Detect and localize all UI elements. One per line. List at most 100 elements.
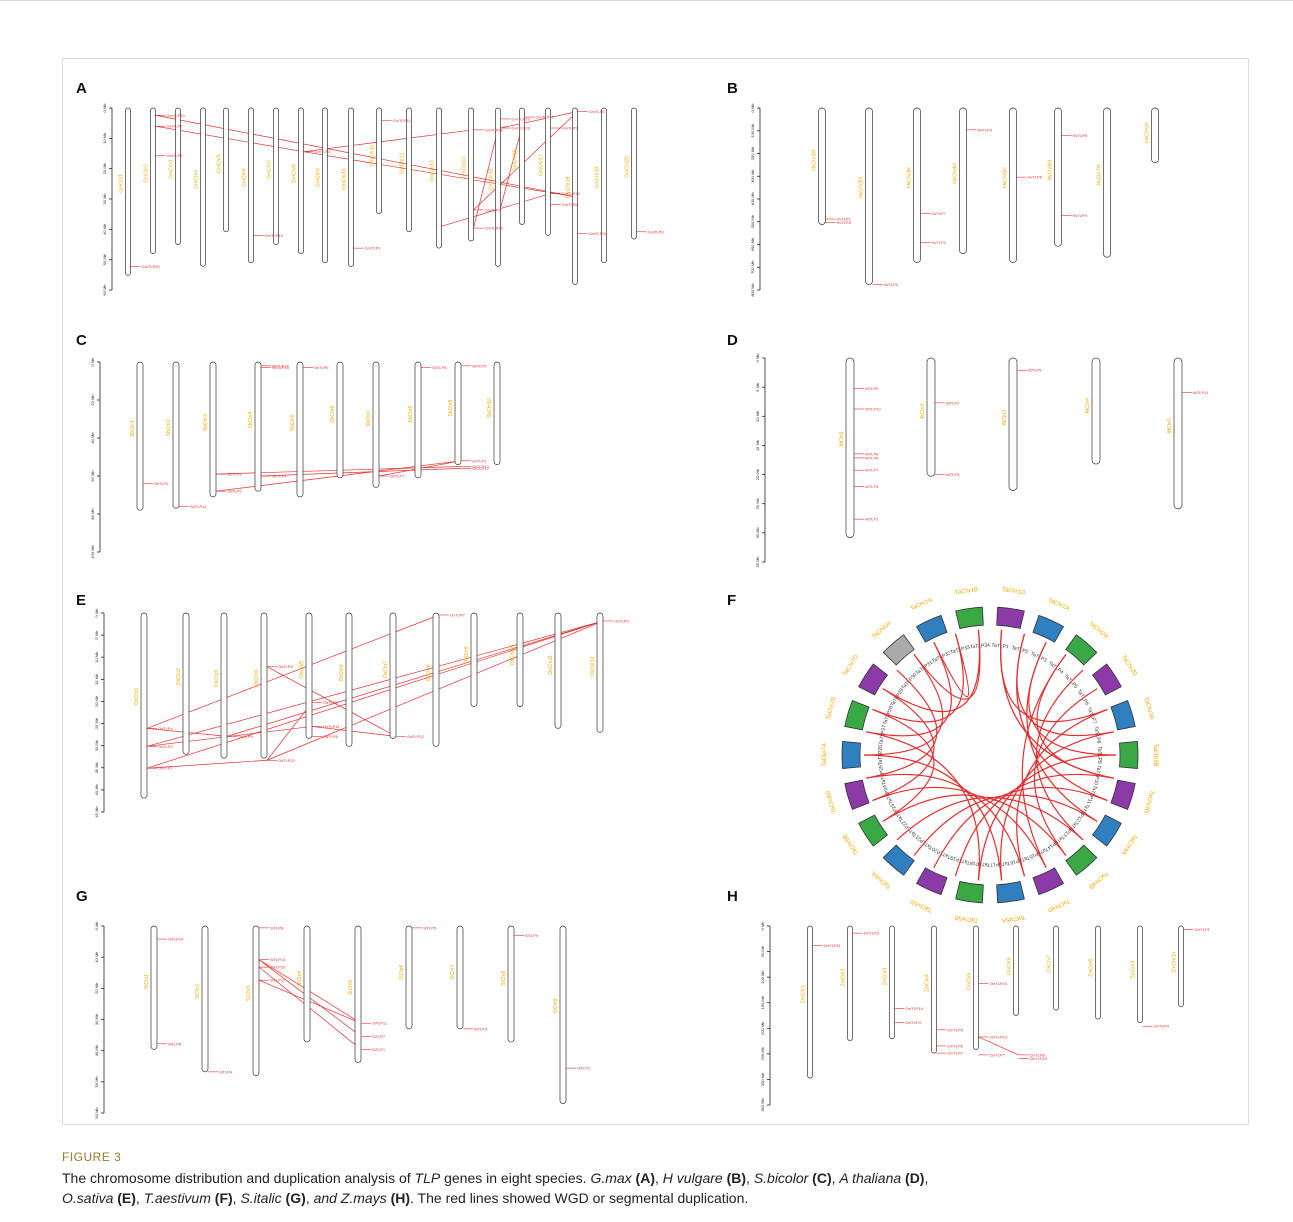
chromosome-label-e: OsChr1 — [134, 687, 140, 704]
chromosome-label-g: SiChr8 — [501, 970, 507, 986]
duplication-link-e — [146, 620, 604, 769]
chromosome-label-g: SiChr1 — [144, 974, 150, 990]
chromosome-label-a: GmChr3 — [169, 160, 175, 179]
circos-duplication-link — [896, 796, 1084, 841]
chromosome-label-h: ZmChr1 — [801, 985, 807, 1003]
chromosome-label-b: HvChrUn — [1145, 122, 1151, 143]
panel-label-f: F — [727, 592, 737, 609]
chromosome-label-a: GmChr18 — [566, 176, 572, 198]
chromosome-label-e: OsChr12 — [590, 657, 596, 677]
chromosome-c — [454, 361, 462, 465]
panel-label-d: D — [727, 332, 738, 349]
gene-label-a: GmTLP3 — [485, 207, 502, 212]
gene-label-h: ZmTLP14 — [906, 1006, 924, 1011]
gene-label-g: SiTLP6 — [168, 1041, 182, 1046]
chromosome-label-c: SbChr3 — [203, 414, 209, 431]
chromosome-a — [572, 107, 578, 285]
gene-label-a: GmTLP20 — [142, 264, 161, 269]
gene-label-h: ZmTLP8 — [1030, 1052, 1046, 1057]
gene-label-h: ZmTLP1 — [1195, 927, 1211, 932]
circos-duplication-link — [1016, 633, 1108, 802]
gene-label-c: SbTLP4 — [272, 474, 287, 479]
circos-segment — [1091, 814, 1122, 847]
chromosome-h — [1095, 925, 1101, 1020]
chromosome-label-a: GmChr14 — [462, 157, 468, 179]
axis-tick-label-d: 35 Mb — [755, 556, 760, 568]
chromosome-b — [913, 107, 921, 264]
chromosome-c — [296, 361, 304, 498]
axis-tick-label-b: 600 Mb — [750, 237, 755, 251]
axis-tick-label-c: 60 Mb — [90, 470, 95, 482]
axis-tick-label-c: 0 Mb — [90, 357, 95, 367]
chromosome-label-c: SbChr8 — [408, 405, 414, 422]
chromosome-g — [150, 925, 158, 1050]
gene-label-c: SbTLP13 — [272, 365, 289, 370]
circos-segment — [858, 814, 889, 847]
panel-label-g: G — [76, 888, 88, 905]
chromosome-label-g: SiChr4 — [297, 970, 303, 986]
chromosome-g — [252, 925, 260, 1076]
axis-tick-label-d: 5 Mb — [755, 382, 760, 392]
circos-duplication-link — [866, 669, 938, 779]
gene-label-d: AtTLP5 — [1028, 368, 1042, 373]
circos-duplication-link — [866, 641, 952, 737]
gene-label-h: ZmTLP12 — [1030, 1056, 1048, 1061]
chromosome-b — [1009, 107, 1017, 264]
circos-chromosome-label: TaChr2B — [1087, 620, 1109, 640]
axis-tick-label-a: 0 Mb — [102, 103, 107, 113]
chromosome-c — [372, 361, 380, 488]
gene-label-g: SiTLP3 — [474, 1026, 488, 1031]
circos-segment — [858, 663, 889, 696]
gene-label-h: ZmTLP7 — [990, 1052, 1006, 1057]
chromosome-g — [354, 925, 362, 1063]
chromosome-label-b: HvChr7H — [1097, 164, 1103, 185]
circos-chromosome-label: TaChrUn — [871, 620, 893, 640]
axis-tick-label-b: 200 Mb — [750, 146, 755, 160]
gene-label-e: OsTLP7 — [450, 612, 465, 617]
panel-label-a: A — [76, 80, 87, 97]
chromosome-e — [554, 612, 562, 729]
gene-label-a: GmTLP1 — [365, 246, 382, 251]
chromosome-label-e: OsChr3 — [214, 670, 220, 687]
axis-tick-label-b: 500 Mb — [750, 214, 755, 228]
gene-label-c: SbTLP8 — [432, 365, 447, 370]
chromosome-label-g: SiChr7 — [450, 964, 456, 980]
gene-label-h: ZmTLP5 — [948, 1027, 964, 1032]
circos-segment — [955, 606, 984, 630]
axis-tick-label-g: 60 Mb — [94, 1107, 99, 1119]
chromosome-h — [1013, 925, 1019, 1016]
chromosome-label-c: SbChr1 — [130, 420, 136, 437]
circos-duplication-link — [1036, 669, 1084, 841]
circos-chromosome-label: TaChr6A — [871, 870, 893, 890]
circos-segment — [1065, 634, 1098, 666]
circos-segment — [1091, 663, 1122, 696]
axis-tick-label-h: 300 Mb — [760, 1072, 765, 1086]
gene-label-g: SiTLP5 — [423, 925, 437, 930]
circos-duplication-link — [872, 633, 964, 723]
gene-label-c: SbTLP9 — [472, 363, 487, 368]
gene-label-h: ZmTLP11 — [824, 943, 842, 948]
chromosome-a — [200, 107, 206, 267]
circos-segment — [915, 867, 948, 896]
chromosome-b — [818, 107, 826, 225]
chromosome-label-d: AtChr1 — [839, 431, 845, 447]
chromosome-a — [495, 107, 501, 267]
circos-segment — [915, 614, 948, 643]
chromosome-h — [1137, 925, 1143, 1024]
chromosome-b — [1151, 107, 1159, 163]
axis-tick-label-g: 50 Mb — [94, 1076, 99, 1088]
gene-label-h: ZmTLP9 — [864, 931, 880, 936]
axis-tick-label-d: 10 Mb — [755, 410, 760, 422]
chromosome-h — [847, 925, 853, 1041]
chromosome-label-g: SiChr3 — [246, 985, 252, 1001]
chromosome-label-b: HvChr3H — [907, 167, 913, 188]
gene-label-g: SiTLP9 — [525, 933, 539, 938]
axis-tick-label-c: 100 Mb — [90, 545, 95, 559]
chromosome-a — [601, 107, 607, 264]
axis-tick-label-a: 60 Mb — [102, 284, 107, 296]
chromosome-label-g: SiChr6 — [399, 964, 405, 980]
gene-label-g: SiTLP13 — [270, 957, 286, 962]
chromosome-label-g: SiChr9 — [553, 998, 559, 1014]
chromosome-d — [845, 357, 855, 538]
circos-duplication-link — [913, 794, 1098, 856]
